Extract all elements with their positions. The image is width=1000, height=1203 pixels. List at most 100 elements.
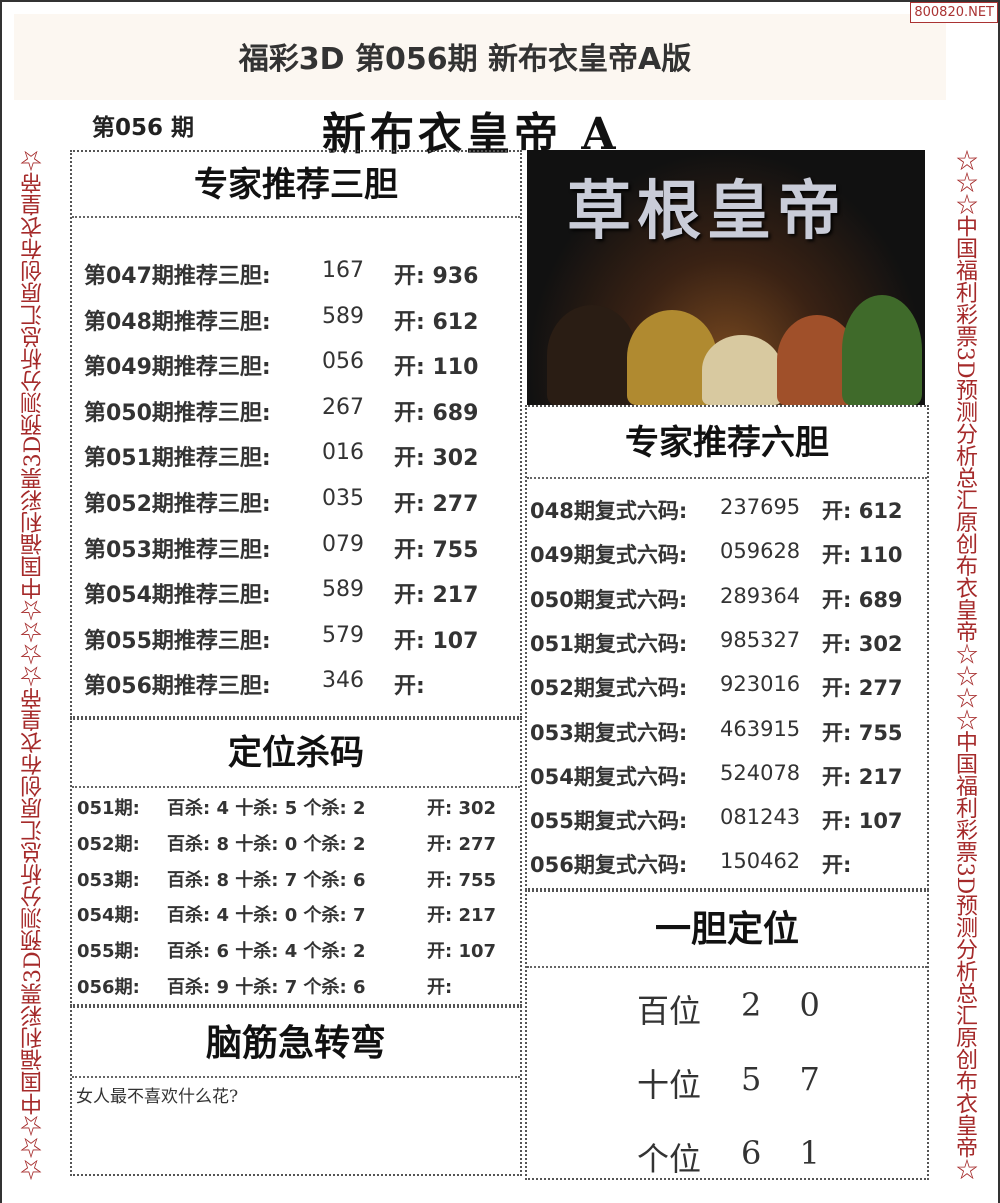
- row-label: 第052期推荐三胆:: [84, 492, 271, 517]
- figure: [842, 295, 922, 405]
- row-open: 开: 217: [822, 764, 903, 789]
- row-open: 开: 107: [427, 941, 497, 963]
- row-label: 第047期推荐三胆:: [84, 264, 271, 289]
- one-section: 一胆定位: [525, 890, 929, 1180]
- watermark: 800820.NET: [910, 2, 998, 23]
- row-label: 053期:: [77, 869, 140, 891]
- row-open: 开: 755: [394, 537, 479, 563]
- row-label: 第056期推荐三胆:: [84, 674, 271, 700]
- row-open: 开: 302: [394, 446, 479, 472]
- row-open: 开:: [822, 853, 852, 878]
- row-label: 049期复式六码:: [530, 543, 688, 568]
- row-open: 开: 107: [394, 628, 479, 654]
- row-label: 第048期推荐三胆:: [84, 309, 271, 335]
- riddle-title: 脑筋急转弯: [72, 1008, 520, 1078]
- position-label: 百位: [637, 992, 702, 1030]
- poster-image: 草根皇帝: [527, 150, 925, 405]
- row-pick: 167: [322, 258, 364, 283]
- row-pick: 237695: [720, 495, 801, 519]
- row-pick: 081243: [720, 805, 801, 830]
- row-pick: 463915: [720, 716, 801, 741]
- side-banner-right: ☆☆☆中国福利彩票3D预测分析总汇原创布衣皇帝☆☆☆☆中国福利彩票3D预测分析总…: [952, 149, 977, 1181]
- three-title: 专家推荐三胆: [72, 152, 520, 218]
- one-title: 一胆定位: [527, 892, 927, 968]
- row-open: 开: 302: [427, 798, 497, 819]
- riddle-question: 女人最不喜欢什么花?: [76, 1087, 239, 1107]
- row-kill: 百杀: 4 十杀: 0 个杀: 7: [167, 905, 366, 927]
- row-label: 053期复式六码:: [530, 720, 688, 745]
- poster-title: 草根皇帝: [567, 174, 847, 249]
- side-banner-left: ☆☆☆中国福利彩票3D预测分析总汇原创布衣皇帝☆☆☆☆中国福利彩票3D预测分析总…: [21, 149, 46, 1181]
- row-kill: 百杀: 8 十杀: 0 个杀: 2: [167, 833, 366, 855]
- riddle-section: 脑筋急转弯: [70, 1006, 522, 1176]
- row-label: 第049期推荐三胆:: [84, 355, 271, 381]
- row-pick: 267: [322, 394, 364, 420]
- row-open: 开: 110: [822, 543, 903, 568]
- row-open: 开: 755: [822, 720, 903, 745]
- row-label: 052期:: [77, 833, 140, 855]
- position-value: 6 1: [741, 1134, 834, 1172]
- row-open: 开: 302: [822, 631, 903, 656]
- kill-title: 定位杀码: [72, 720, 520, 788]
- figure: [547, 305, 637, 405]
- row-label: 第054期推荐三胆:: [84, 583, 271, 609]
- row-pick: 059628: [720, 539, 801, 564]
- row-label: 052期复式六码:: [530, 676, 688, 701]
- figure: [702, 335, 782, 405]
- row-open: 开: 612: [394, 309, 479, 335]
- position-value: 5 7: [741, 1060, 834, 1098]
- row-pick: 923016: [720, 672, 801, 697]
- row-open: 开: 689: [822, 587, 903, 612]
- kill-section: 定位杀码: [70, 718, 522, 1006]
- row-pick: 056: [322, 349, 364, 375]
- row-pick: 079: [322, 531, 364, 557]
- row-open: 开: 689: [394, 400, 479, 426]
- header-band: [14, 14, 946, 100]
- row-pick: 985327: [720, 627, 801, 652]
- row-open: 开: 217: [394, 583, 479, 609]
- row-open: 开: 277: [394, 492, 479, 517]
- row-label: 051期:: [77, 798, 140, 819]
- row-label: 056期复式六码:: [530, 853, 688, 878]
- row-pick: 346: [322, 668, 364, 694]
- row-label: 056期:: [77, 977, 140, 998]
- row-label: 054期复式六码:: [530, 764, 688, 789]
- row-label: 第055期推荐三胆:: [84, 628, 271, 654]
- row-open: 开:: [394, 674, 425, 700]
- row-kill: 百杀: 9 十杀: 7 个杀: 6: [167, 977, 366, 998]
- row-label: 055期复式六码:: [530, 809, 688, 834]
- row-label: 第051期推荐三胆:: [84, 446, 271, 472]
- row-label: 055期:: [77, 941, 140, 963]
- row-kill: 百杀: 6 十杀: 4 个杀: 2: [167, 941, 366, 963]
- row-label: 048期复式六码:: [530, 499, 688, 523]
- position-label: 十位: [637, 1066, 702, 1104]
- six-title: 专家推荐六胆: [527, 407, 927, 479]
- three-section: 专家推荐三胆: [70, 150, 522, 718]
- six-section: 专家推荐六胆: [525, 405, 929, 890]
- row-open: 开:: [427, 977, 453, 998]
- page-title: 福彩3D 第056期 新布衣皇帝A版: [238, 42, 692, 77]
- position-label: 个位: [637, 1140, 702, 1178]
- row-open: 开: 277: [427, 833, 497, 855]
- row-open: 开: 110: [394, 355, 479, 381]
- position-value: 2 0: [741, 986, 834, 1024]
- row-pick: 035: [322, 486, 364, 511]
- row-pick: 589: [322, 577, 364, 603]
- row-pick: 524078: [720, 760, 801, 785]
- issue-number: 第056 期: [92, 115, 195, 141]
- row-label: 050期复式六码:: [530, 587, 688, 612]
- row-open: 开: 277: [822, 676, 903, 701]
- row-label: 054期:: [77, 905, 140, 927]
- row-kill: 百杀: 4 十杀: 5 个杀: 2: [167, 798, 366, 819]
- row-open: 开: 755: [427, 869, 497, 891]
- position-row: 十位 5 7: [637, 1060, 820, 1106]
- row-pick: 589: [322, 303, 364, 329]
- row-open: 开: 107: [822, 809, 903, 834]
- position-row: 个位 6 1: [637, 1134, 820, 1180]
- row-label: 第050期推荐三胆:: [84, 400, 271, 426]
- row-pick: 579: [322, 622, 364, 648]
- row-label: 051期复式六码:: [530, 631, 688, 656]
- row-pick: 289364: [720, 583, 801, 608]
- row-kill: 百杀: 8 十杀: 7 个杀: 6: [167, 869, 366, 891]
